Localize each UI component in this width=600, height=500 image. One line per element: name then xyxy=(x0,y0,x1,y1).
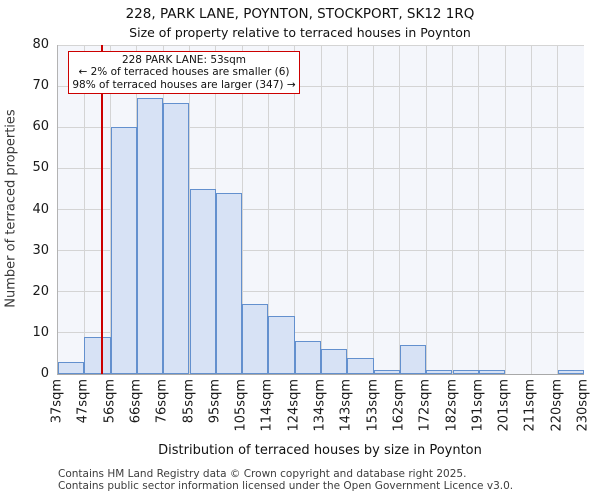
x-tick-label: 191sqm xyxy=(470,379,485,436)
bar xyxy=(163,102,190,374)
x-tick-label-text: 172sqm xyxy=(417,379,433,432)
bar xyxy=(321,349,348,374)
x-tick-label-text: 95sqm xyxy=(207,379,223,424)
x-tick-label-text: 37sqm xyxy=(49,379,65,424)
x-tick-label-text: 191sqm xyxy=(470,379,486,432)
bar xyxy=(399,345,427,374)
bar xyxy=(242,304,269,374)
x-tick-label-text: 211sqm xyxy=(522,379,538,432)
bar xyxy=(347,357,374,374)
y-tick-label: 50 xyxy=(32,160,49,176)
bar xyxy=(58,361,85,374)
gridline-v xyxy=(425,45,427,374)
gridline-v xyxy=(294,45,296,374)
x-tick-label: 47sqm xyxy=(76,379,91,427)
x-tick-label-text: 162sqm xyxy=(391,379,407,432)
footer: Contains HM Land Registry data © Crown c… xyxy=(58,468,513,493)
y-tick-label: 10 xyxy=(32,324,49,340)
x-tick-label-text: 201sqm xyxy=(496,379,512,432)
x-tick-label-text: 182sqm xyxy=(444,379,459,432)
x-tick-label-text: 143sqm xyxy=(338,379,354,432)
x-tick-label: 172sqm xyxy=(418,379,433,436)
gridline-v xyxy=(557,45,559,374)
y-tick-label: 40 xyxy=(32,201,49,217)
page-title: 228, PARK LANE, POYNTON, STOCKPORT, SK12… xyxy=(125,6,475,22)
x-tick-label: 105sqm xyxy=(234,379,249,436)
x-tick-label-text: 47sqm xyxy=(75,379,91,424)
x-tick-label: 124sqm xyxy=(286,379,301,436)
y-tick-label: 60 xyxy=(32,119,49,135)
bar xyxy=(215,193,243,374)
annotation-line-1: 228 PARK LANE: 53sqm xyxy=(121,54,247,66)
bar xyxy=(110,127,137,374)
x-tick-label-text: 134sqm xyxy=(312,379,328,432)
y-tick-label: 70 xyxy=(32,78,49,94)
x-tick-label-text: 56sqm xyxy=(102,379,118,424)
bar xyxy=(294,341,321,374)
gridline-v xyxy=(373,45,375,374)
bar xyxy=(84,337,111,374)
x-tick-label-text: 114sqm xyxy=(259,379,275,432)
annotation-box: 228 PARK LANE: 53sqm ← 2% of terraced ho… xyxy=(68,51,300,95)
gridline-v xyxy=(504,45,506,374)
bar xyxy=(268,316,295,374)
x-tick-label: 201sqm xyxy=(497,379,512,436)
bar xyxy=(189,188,216,374)
bar xyxy=(557,369,584,374)
y-tick-label: 30 xyxy=(32,242,49,258)
x-tick-label: 162sqm xyxy=(391,379,406,436)
annotation-line-2: ← 2% of terraced houses are smaller (6) xyxy=(78,66,290,79)
bar xyxy=(452,369,479,374)
x-tick-label: 56sqm xyxy=(102,379,117,427)
annotation-line-3: 98% of terraced houses are larger (347) … xyxy=(72,78,296,91)
gridline-v xyxy=(267,45,269,374)
x-tick-label: 134sqm xyxy=(313,379,328,436)
y-tick-label: 0 xyxy=(40,366,49,381)
x-tick-label-text: 230sqm xyxy=(575,379,591,432)
x-tick-label: 66sqm xyxy=(128,379,143,427)
gridline-v xyxy=(452,45,453,374)
x-tick-label: 153sqm xyxy=(365,379,380,436)
gridline-v xyxy=(530,45,532,374)
x-tick-label-text: 124sqm xyxy=(286,379,302,432)
x-tick-label: 182sqm xyxy=(444,379,459,436)
x-axis-title: Distribution of terraced houses by size … xyxy=(158,443,482,458)
gridline-v xyxy=(320,45,322,374)
gridline-v xyxy=(478,45,480,374)
footer-line-2: Contains public sector information licen… xyxy=(58,480,514,493)
x-tick-label: 114sqm xyxy=(260,379,275,436)
x-tick-label: 220sqm xyxy=(549,379,564,436)
x-tick-label: 143sqm xyxy=(339,379,354,436)
x-tick-label-text: 220sqm xyxy=(549,379,565,432)
x-tick-label-text: 76sqm xyxy=(154,379,170,424)
bar xyxy=(478,369,506,374)
gridline-v xyxy=(241,45,243,374)
plot-area: 228 PARK LANE: 53sqm ← 2% of terraced ho… xyxy=(57,44,584,375)
x-tick-label-text: 66sqm xyxy=(128,379,144,424)
y-tick-label: 20 xyxy=(32,283,49,299)
x-tick-label: 85sqm xyxy=(181,379,196,427)
bar xyxy=(136,98,164,374)
bar xyxy=(373,369,400,374)
x-tick-label: 37sqm xyxy=(50,379,65,427)
gridline-v xyxy=(83,45,85,374)
property-size-marker-line xyxy=(100,45,103,374)
x-tick-label-text: 105sqm xyxy=(233,379,249,432)
gridline-v xyxy=(346,45,348,374)
chart-subtitle: Size of property relative to terraced ho… xyxy=(129,25,471,40)
x-tick-label: 76sqm xyxy=(155,379,170,427)
x-tick-label-text: 85sqm xyxy=(181,379,196,424)
gridline-v xyxy=(399,45,401,374)
x-tick-label: 95sqm xyxy=(207,379,222,427)
x-tick-label-text: 153sqm xyxy=(365,379,381,432)
bar xyxy=(426,369,453,374)
x-tick-label: 230sqm xyxy=(576,379,591,436)
y-tick-label: 80 xyxy=(32,37,49,52)
x-tick-label: 211sqm xyxy=(523,379,538,436)
footer-line-1: Contains HM Land Registry data © Crown c… xyxy=(58,468,467,480)
